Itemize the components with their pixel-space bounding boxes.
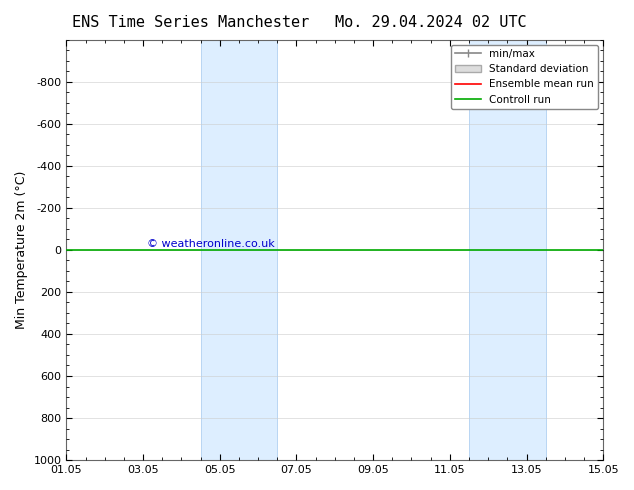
- Bar: [469, 40, 546, 460]
- Text: © weatheronline.co.uk: © weatheronline.co.uk: [147, 239, 275, 248]
- Text: ENS Time Series Manchester: ENS Time Series Manchester: [72, 15, 309, 30]
- Text: Mo. 29.04.2024 02 UTC: Mo. 29.04.2024 02 UTC: [335, 15, 527, 30]
- Y-axis label: Min Temperature 2m (°C): Min Temperature 2m (°C): [15, 171, 28, 329]
- Bar: [200, 40, 277, 460]
- Legend: min/max, Standard deviation, Ensemble mean run, Controll run: min/max, Standard deviation, Ensemble me…: [451, 45, 598, 109]
